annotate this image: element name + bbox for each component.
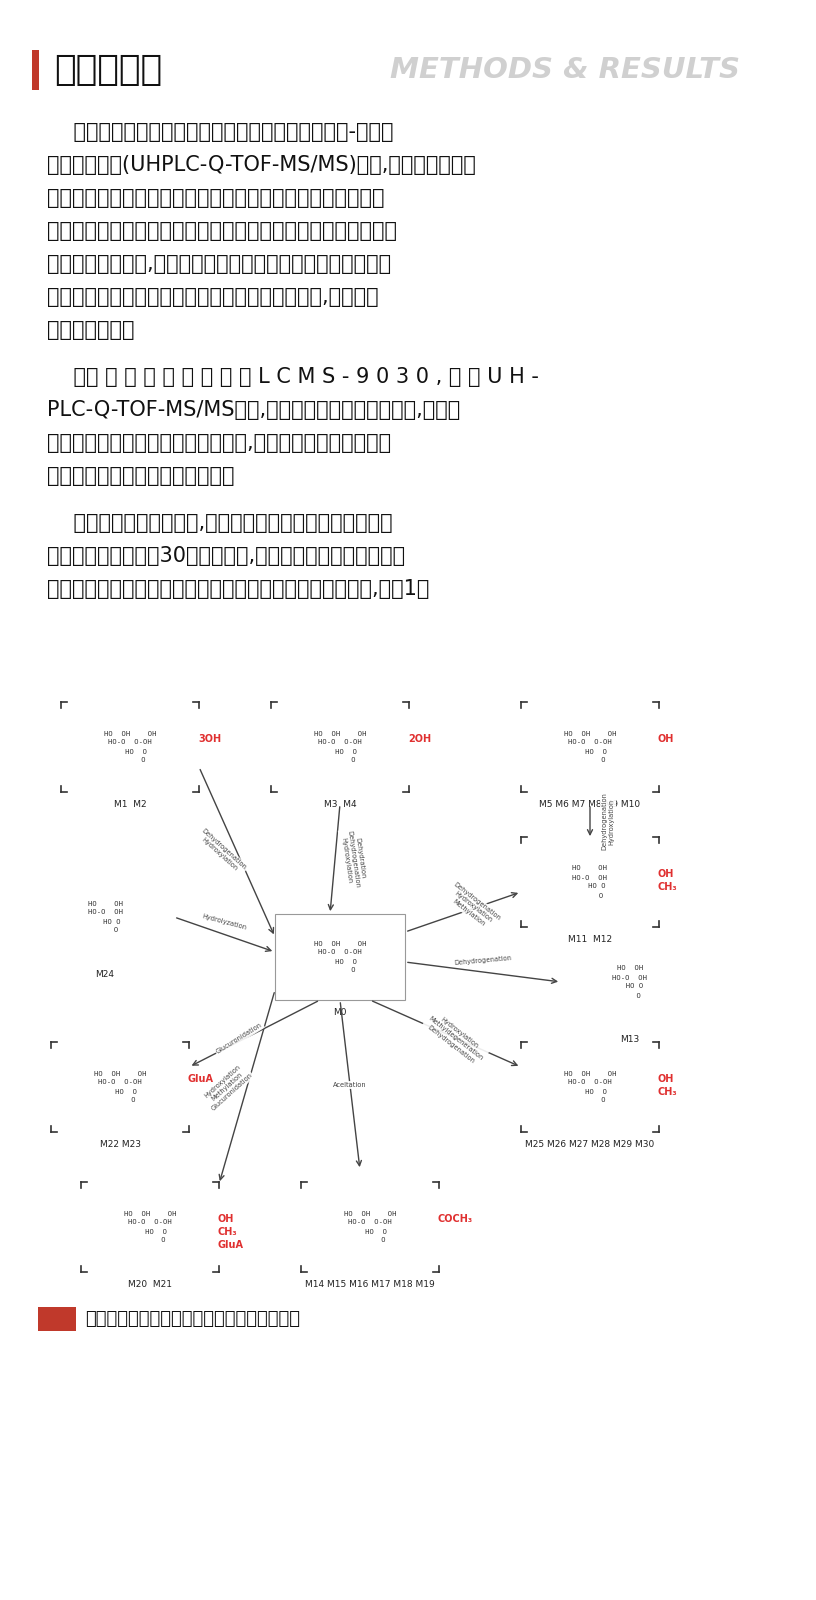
Text: HO-O  O-OH: HO-O O-OH <box>348 1219 392 1226</box>
Text: O: O <box>135 1237 166 1243</box>
Text: 图1: 图1 <box>48 1312 66 1326</box>
Text: Hydroxylation
Methylation
Glucuronidation: Hydroxylation Methylation Glucuronidatio… <box>201 1062 254 1112</box>
Text: Dehydrogenation: Dehydrogenation <box>454 955 512 965</box>
Text: 血浆、尿液和粪便中的代谢产物进行鉴定。之后建立了大鼠肝微: 血浆、尿液和粪便中的代谢产物进行鉴定。之后建立了大鼠肝微 <box>47 221 397 242</box>
Text: Dehydrogenation
Hydroxylation
Methylation: Dehydrogenation Hydroxylation Methylatio… <box>444 882 502 933</box>
Text: OH: OH <box>658 1074 674 1085</box>
Text: M24: M24 <box>95 970 114 979</box>
Text: 生物转化途径和起效的物质基础。: 生物转化途径和起效的物质基础。 <box>47 466 234 486</box>
Text: HO O: HO O <box>574 883 605 890</box>
Text: HO-O  O-OH: HO-O O-OH <box>318 739 361 746</box>
Text: GluA: GluA <box>188 1074 214 1085</box>
Text: M14 M15 M16 M17 M18 M19: M14 M15 M16 M17 M18 M19 <box>305 1280 435 1290</box>
Text: M22 M23: M22 M23 <box>100 1139 140 1149</box>
Text: Dehydrogenation
Hydroxylation: Dehydrogenation Hydroxylation <box>196 827 248 877</box>
Text: HO  OH: HO OH <box>617 965 643 971</box>
Text: HO-O  O-OH: HO-O O-OH <box>98 1080 142 1085</box>
Text: 2OH: 2OH <box>408 734 431 744</box>
Text: 方法与结果: 方法与结果 <box>54 53 162 86</box>
Text: 型成分。初步鉴定了30个代谢成分,推测出可能发生的代谢途径: 型成分。初步鉴定了30个代谢成分,推测出可能发生的代谢途径 <box>47 546 405 566</box>
Text: 定其血浆、粪便和尿液中的代谢产物,以期明确马里苷在体内的: 定其血浆、粪便和尿液中的代谢产物,以期明确马里苷在体内的 <box>47 434 391 453</box>
Text: Dehydration
Dehydrogenation
Hydroxylation: Dehydration Dehydrogenation Hydroxylatio… <box>339 829 367 890</box>
Text: HO  OH    OH: HO OH OH <box>104 731 156 736</box>
Text: PLC-Q-TOF-MS/MS方法,在大鼠灌胃和注射马里苷后,分别鉴: PLC-Q-TOF-MS/MS方法,在大鼠灌胃和注射马里苷后,分别鉴 <box>47 400 460 419</box>
Text: Dehydrogenation
Hydroxylation: Dehydrogenation Hydroxylation <box>601 792 614 851</box>
Text: 大鼠灌胃给药马里苷后,其血浆、尿液和粪便中均未发现原: 大鼠灌胃给药马里苷后,其血浆、尿液和粪便中均未发现原 <box>47 514 392 533</box>
Bar <box>275 914 405 1000</box>
Text: 用网络药理学研究马里苷及其代谢物的靶点和通路,进一步作: 用网络药理学研究马里苷及其代谢物的靶点和通路,进一步作 <box>47 286 379 307</box>
Text: 物的快速筛选和系统鉴定。对大鼠灌胃和注射给药马里苷后的: 物的快速筛选和系统鉴定。对大鼠灌胃和注射给药马里苷后的 <box>47 187 384 208</box>
Text: OH: OH <box>658 869 674 878</box>
Text: HO-O  O-OH: HO-O O-OH <box>568 739 612 746</box>
Text: 使用 岛 津 高 分 辨 质 谱 仪 L C M S - 9 0 3 0 , 建 立 U H -: 使用 岛 津 高 分 辨 质 谱 仪 L C M S - 9 0 3 0 , 建… <box>47 366 539 387</box>
Text: O: O <box>325 757 355 763</box>
Text: HO    OH: HO OH <box>573 866 607 872</box>
Text: HO-O  OH: HO-O OH <box>613 974 648 981</box>
Text: HO  O: HO O <box>573 1088 607 1094</box>
Text: M13: M13 <box>620 1035 640 1043</box>
Text: HO  OH    OH: HO OH OH <box>124 1211 176 1216</box>
Text: HO  O: HO O <box>113 749 148 755</box>
Text: GluA: GluA <box>218 1240 244 1250</box>
Text: HO  OH    OH: HO OH OH <box>313 941 366 947</box>
Text: HO    OH: HO OH <box>87 901 122 907</box>
Text: COCH₃: COCH₃ <box>438 1214 473 1224</box>
Text: CH₃: CH₃ <box>658 1086 677 1098</box>
Text: HO  O: HO O <box>103 1088 138 1094</box>
Text: O: O <box>115 757 145 763</box>
Text: CH₃: CH₃ <box>658 882 677 893</box>
Text: O: O <box>577 893 603 899</box>
Text: 粒体体外孵育体系,鉴定马里苷在肝微粒体中的代谢产物。并应: 粒体体外孵育体系,鉴定马里苷在肝微粒体中的代谢产物。并应 <box>47 254 391 274</box>
Text: M20  M21: M20 M21 <box>128 1280 172 1290</box>
Text: HO O: HO O <box>90 918 120 925</box>
Text: HO-O  OH: HO-O OH <box>87 909 122 915</box>
Text: METHODS & RESULTS: METHODS & RESULTS <box>390 56 740 83</box>
Text: O: O <box>619 992 641 998</box>
Text: HO  OH    OH: HO OH OH <box>313 731 366 736</box>
Text: M3  M4: M3 M4 <box>324 800 357 810</box>
Text: HO  OH    OH: HO OH OH <box>564 1070 616 1077</box>
Text: HO  O: HO O <box>322 749 357 755</box>
Text: M1  M2: M1 M2 <box>113 800 146 810</box>
Text: Aceltation: Aceltation <box>333 1082 367 1088</box>
Text: OH: OH <box>658 734 674 744</box>
Text: HO  OH    OH: HO OH OH <box>344 1211 397 1216</box>
Text: Glucuronidation: Glucuronidation <box>215 1022 264 1054</box>
Text: HO  OH    OH: HO OH OH <box>94 1070 146 1077</box>
Text: 包括乙酰化、羟基化、葡萄糖醛酸化、甲基化、水解和脱氢,见图1。: 包括乙酰化、羟基化、葡萄糖醛酸化、甲基化、水解和脱氢,见图1。 <box>47 579 429 598</box>
Text: HO-O  O-OH: HO-O O-OH <box>128 1219 172 1226</box>
Text: Hydrolyzation: Hydrolyzation <box>202 914 247 931</box>
Text: O: O <box>104 1098 135 1104</box>
Text: O: O <box>355 1237 385 1243</box>
Text: O: O <box>574 757 605 763</box>
Text: OH: OH <box>218 1214 234 1224</box>
Text: HO  O: HO O <box>322 958 357 965</box>
Text: O: O <box>325 968 355 973</box>
Text: HO  O: HO O <box>573 749 607 755</box>
Text: M11  M12: M11 M12 <box>568 934 612 944</box>
Text: HO  O: HO O <box>132 1229 167 1235</box>
Text: O: O <box>574 1098 605 1104</box>
Text: 口服马里苷后血浆和尿液中代谢物的代谢途径: 口服马里苷后血浆和尿液中代谢物的代谢途径 <box>85 1310 300 1328</box>
Text: HO  O: HO O <box>353 1229 388 1235</box>
Text: O: O <box>92 928 118 933</box>
Text: M25 M26 M27 M28 M29 M30: M25 M26 M27 M28 M29 M30 <box>526 1139 654 1149</box>
Text: HO-O  O-OH: HO-O O-OH <box>109 739 152 746</box>
Text: Hydroxylation
Methyldegeneration
Dehydrogenation: Hydroxylation Methyldegeneration Dehydro… <box>423 1010 488 1067</box>
Text: M5 M6 M7 M8 M9 M10: M5 M6 M7 M8 M9 M10 <box>539 800 641 810</box>
Text: 成分活性研究。: 成分活性研究。 <box>47 320 135 341</box>
Text: HO-O  OH: HO-O OH <box>573 875 607 880</box>
Text: 飞行时间质谱(UHPLC-Q-TOF-MS/MS)方法,用于马里苷代谢: 飞行时间质谱(UHPLC-Q-TOF-MS/MS)方法,用于马里苷代谢 <box>47 155 476 174</box>
Text: CH₃: CH₃ <box>218 1227 237 1237</box>
Bar <box>38 1307 76 1331</box>
Text: HO-O  O-OH: HO-O O-OH <box>568 1080 612 1085</box>
Text: 该研究建立了一种特异性、灵敏的超高效液相色谱-四极杆: 该研究建立了一种特异性、灵敏的超高效液相色谱-四极杆 <box>47 122 393 142</box>
Text: HO O: HO O <box>617 984 643 989</box>
Text: HO-O  O-OH: HO-O O-OH <box>318 949 361 955</box>
Text: HO  OH    OH: HO OH OH <box>564 731 616 736</box>
Bar <box>32 50 39 90</box>
Text: 3OH: 3OH <box>198 734 221 744</box>
Text: M0: M0 <box>333 1008 347 1018</box>
